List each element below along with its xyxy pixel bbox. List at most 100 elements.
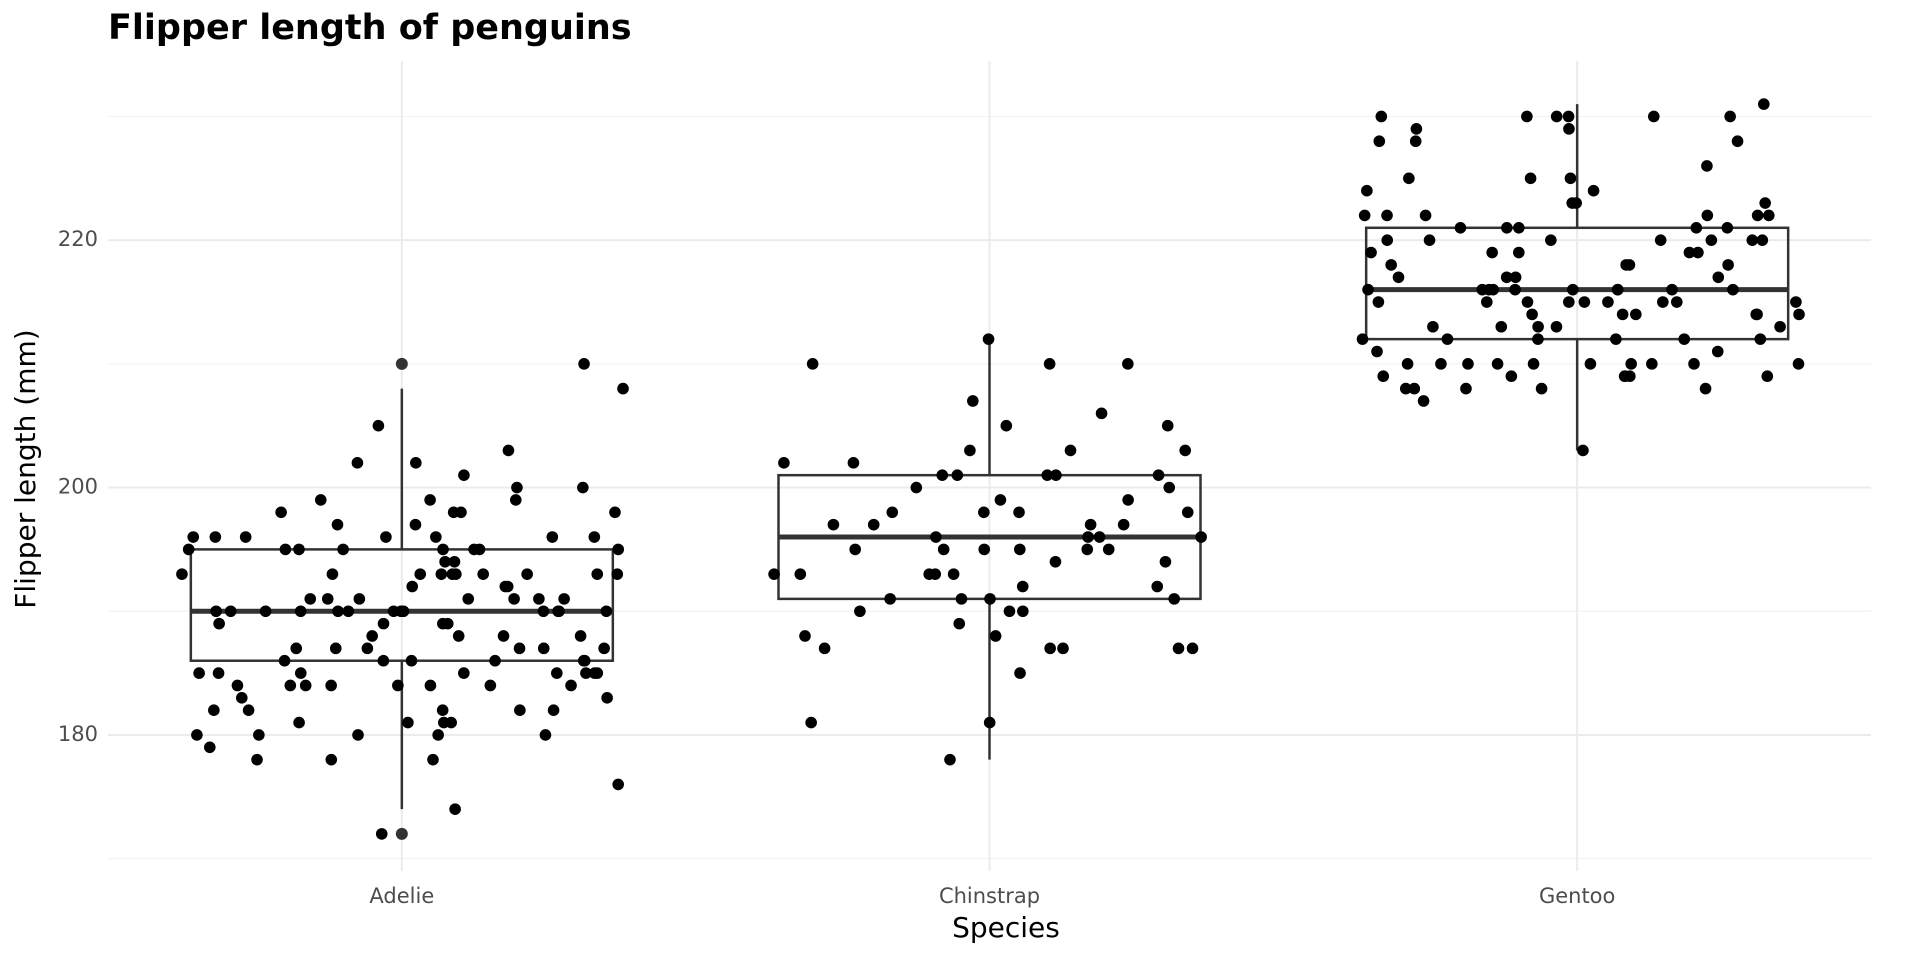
- point: [984, 593, 996, 605]
- point: [1756, 234, 1769, 246]
- point: [446, 568, 459, 580]
- point: [1495, 320, 1508, 333]
- point: [1712, 271, 1725, 284]
- point: [1491, 358, 1504, 370]
- point: [983, 716, 996, 729]
- point: [953, 617, 966, 630]
- point: [424, 494, 436, 506]
- point: [187, 531, 200, 543]
- point: [1356, 333, 1369, 345]
- point: [366, 630, 378, 642]
- outlier: [395, 357, 408, 370]
- point: [768, 568, 780, 580]
- point: [1678, 333, 1691, 345]
- point: [1163, 481, 1176, 494]
- point: [533, 593, 545, 605]
- point: [1564, 172, 1577, 185]
- point: [577, 481, 589, 494]
- point: [1587, 184, 1600, 197]
- point: [580, 667, 592, 679]
- point: [1043, 358, 1056, 370]
- point: [1690, 222, 1703, 234]
- point: [955, 593, 968, 605]
- point: [1122, 494, 1134, 506]
- point: [326, 568, 339, 580]
- point: [578, 358, 590, 370]
- point: [1159, 555, 1172, 568]
- point: [224, 605, 237, 618]
- point: [290, 642, 303, 655]
- point: [437, 543, 449, 556]
- point: [886, 506, 899, 519]
- box: [189, 548, 615, 662]
- point: [1545, 234, 1557, 246]
- point: [352, 729, 364, 741]
- point: [1365, 246, 1377, 259]
- point: [1460, 382, 1472, 395]
- point: [1358, 209, 1371, 222]
- point: [259, 605, 272, 618]
- point: [1763, 209, 1775, 222]
- point: [1670, 296, 1683, 308]
- point: [617, 382, 629, 395]
- point: [1611, 283, 1624, 296]
- point: [1481, 296, 1493, 308]
- point: [539, 729, 552, 741]
- point: [951, 469, 964, 481]
- point: [1016, 580, 1029, 593]
- point: [1081, 543, 1094, 556]
- point: [978, 506, 990, 519]
- point: [405, 654, 418, 667]
- x-tick-label: Adelie: [369, 884, 434, 908]
- point: [329, 642, 342, 655]
- point: [438, 716, 450, 729]
- point: [1401, 358, 1414, 370]
- point: [1427, 320, 1439, 333]
- point: [1417, 395, 1430, 407]
- point: [253, 729, 265, 741]
- point: [1084, 518, 1097, 531]
- point: [239, 531, 252, 543]
- point: [1057, 642, 1069, 655]
- point: [1372, 296, 1385, 308]
- point: [806, 358, 819, 370]
- point: [551, 667, 563, 679]
- point: [1647, 110, 1660, 123]
- point: [387, 605, 400, 618]
- point: [1509, 271, 1522, 284]
- point: [502, 444, 515, 457]
- point: [294, 605, 307, 618]
- point: [1509, 283, 1521, 296]
- point: [484, 679, 497, 692]
- x-tick-label: Gentoo: [1539, 884, 1615, 908]
- point: [1602, 296, 1614, 308]
- point: [1563, 123, 1575, 135]
- point: [458, 469, 470, 481]
- point: [982, 333, 995, 345]
- point: [1441, 333, 1454, 345]
- point: [1392, 271, 1405, 284]
- box: [1364, 226, 1790, 341]
- point: [1550, 320, 1563, 333]
- point: [424, 679, 437, 692]
- point: [553, 605, 565, 618]
- point: [1577, 444, 1589, 457]
- point: [818, 642, 831, 655]
- point: [332, 605, 344, 618]
- point: [436, 704, 449, 716]
- point: [1619, 370, 1631, 383]
- point: [1535, 382, 1548, 395]
- point: [353, 593, 366, 605]
- point: [547, 704, 560, 716]
- point: [600, 605, 613, 618]
- point: [854, 605, 866, 618]
- point: [1513, 246, 1525, 259]
- point: [242, 704, 255, 716]
- point: [1095, 407, 1108, 420]
- point: [410, 457, 422, 469]
- outlier: [395, 827, 408, 840]
- point: [435, 568, 448, 580]
- point: [799, 630, 811, 642]
- point: [372, 419, 385, 432]
